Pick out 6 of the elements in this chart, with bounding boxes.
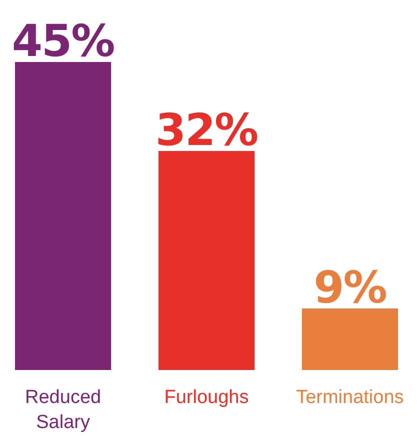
data-label: 45% xyxy=(12,16,114,67)
x-tick-label: Terminations xyxy=(296,387,404,408)
data-label: 9% xyxy=(314,262,386,314)
x-tick-label: Furloughs xyxy=(164,387,249,408)
data-label: 32% xyxy=(155,104,258,156)
x-tick-label: Reduced Salary xyxy=(25,387,102,433)
